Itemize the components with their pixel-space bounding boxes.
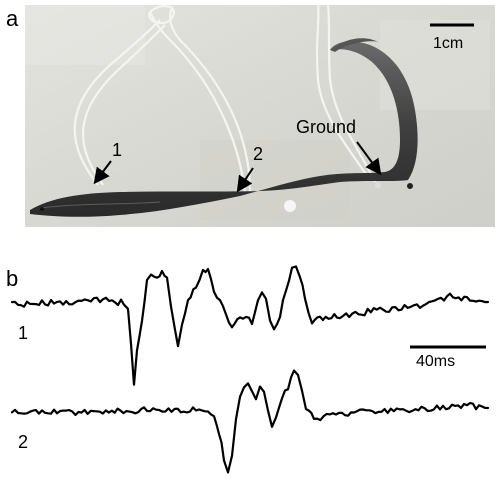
electrode-1-arrow	[93, 160, 112, 185]
panel-b: b 1 2 40ms	[6, 265, 490, 474]
electrode-2-label: 2	[253, 144, 263, 164]
scale-label-40ms: 40ms	[416, 353, 455, 370]
panel-a-label: a	[6, 6, 19, 31]
electrode-wires	[73, 4, 376, 193]
eel	[30, 38, 418, 217]
electrode-2-arrow	[236, 167, 254, 193]
panel-a: a 1 2 Ground 1cm	[6, 4, 495, 227]
trace-2	[10, 369, 490, 474]
panel-b-label: b	[6, 266, 18, 291]
trace-2-label: 2	[18, 432, 28, 452]
electrode-1-label: 1	[112, 140, 122, 160]
ground-label: Ground	[296, 117, 356, 137]
scale-label-1cm: 1cm	[433, 35, 463, 52]
trace-1-label: 1	[18, 323, 28, 343]
ground-arrow	[356, 141, 382, 176]
trace-1	[10, 265, 490, 386]
